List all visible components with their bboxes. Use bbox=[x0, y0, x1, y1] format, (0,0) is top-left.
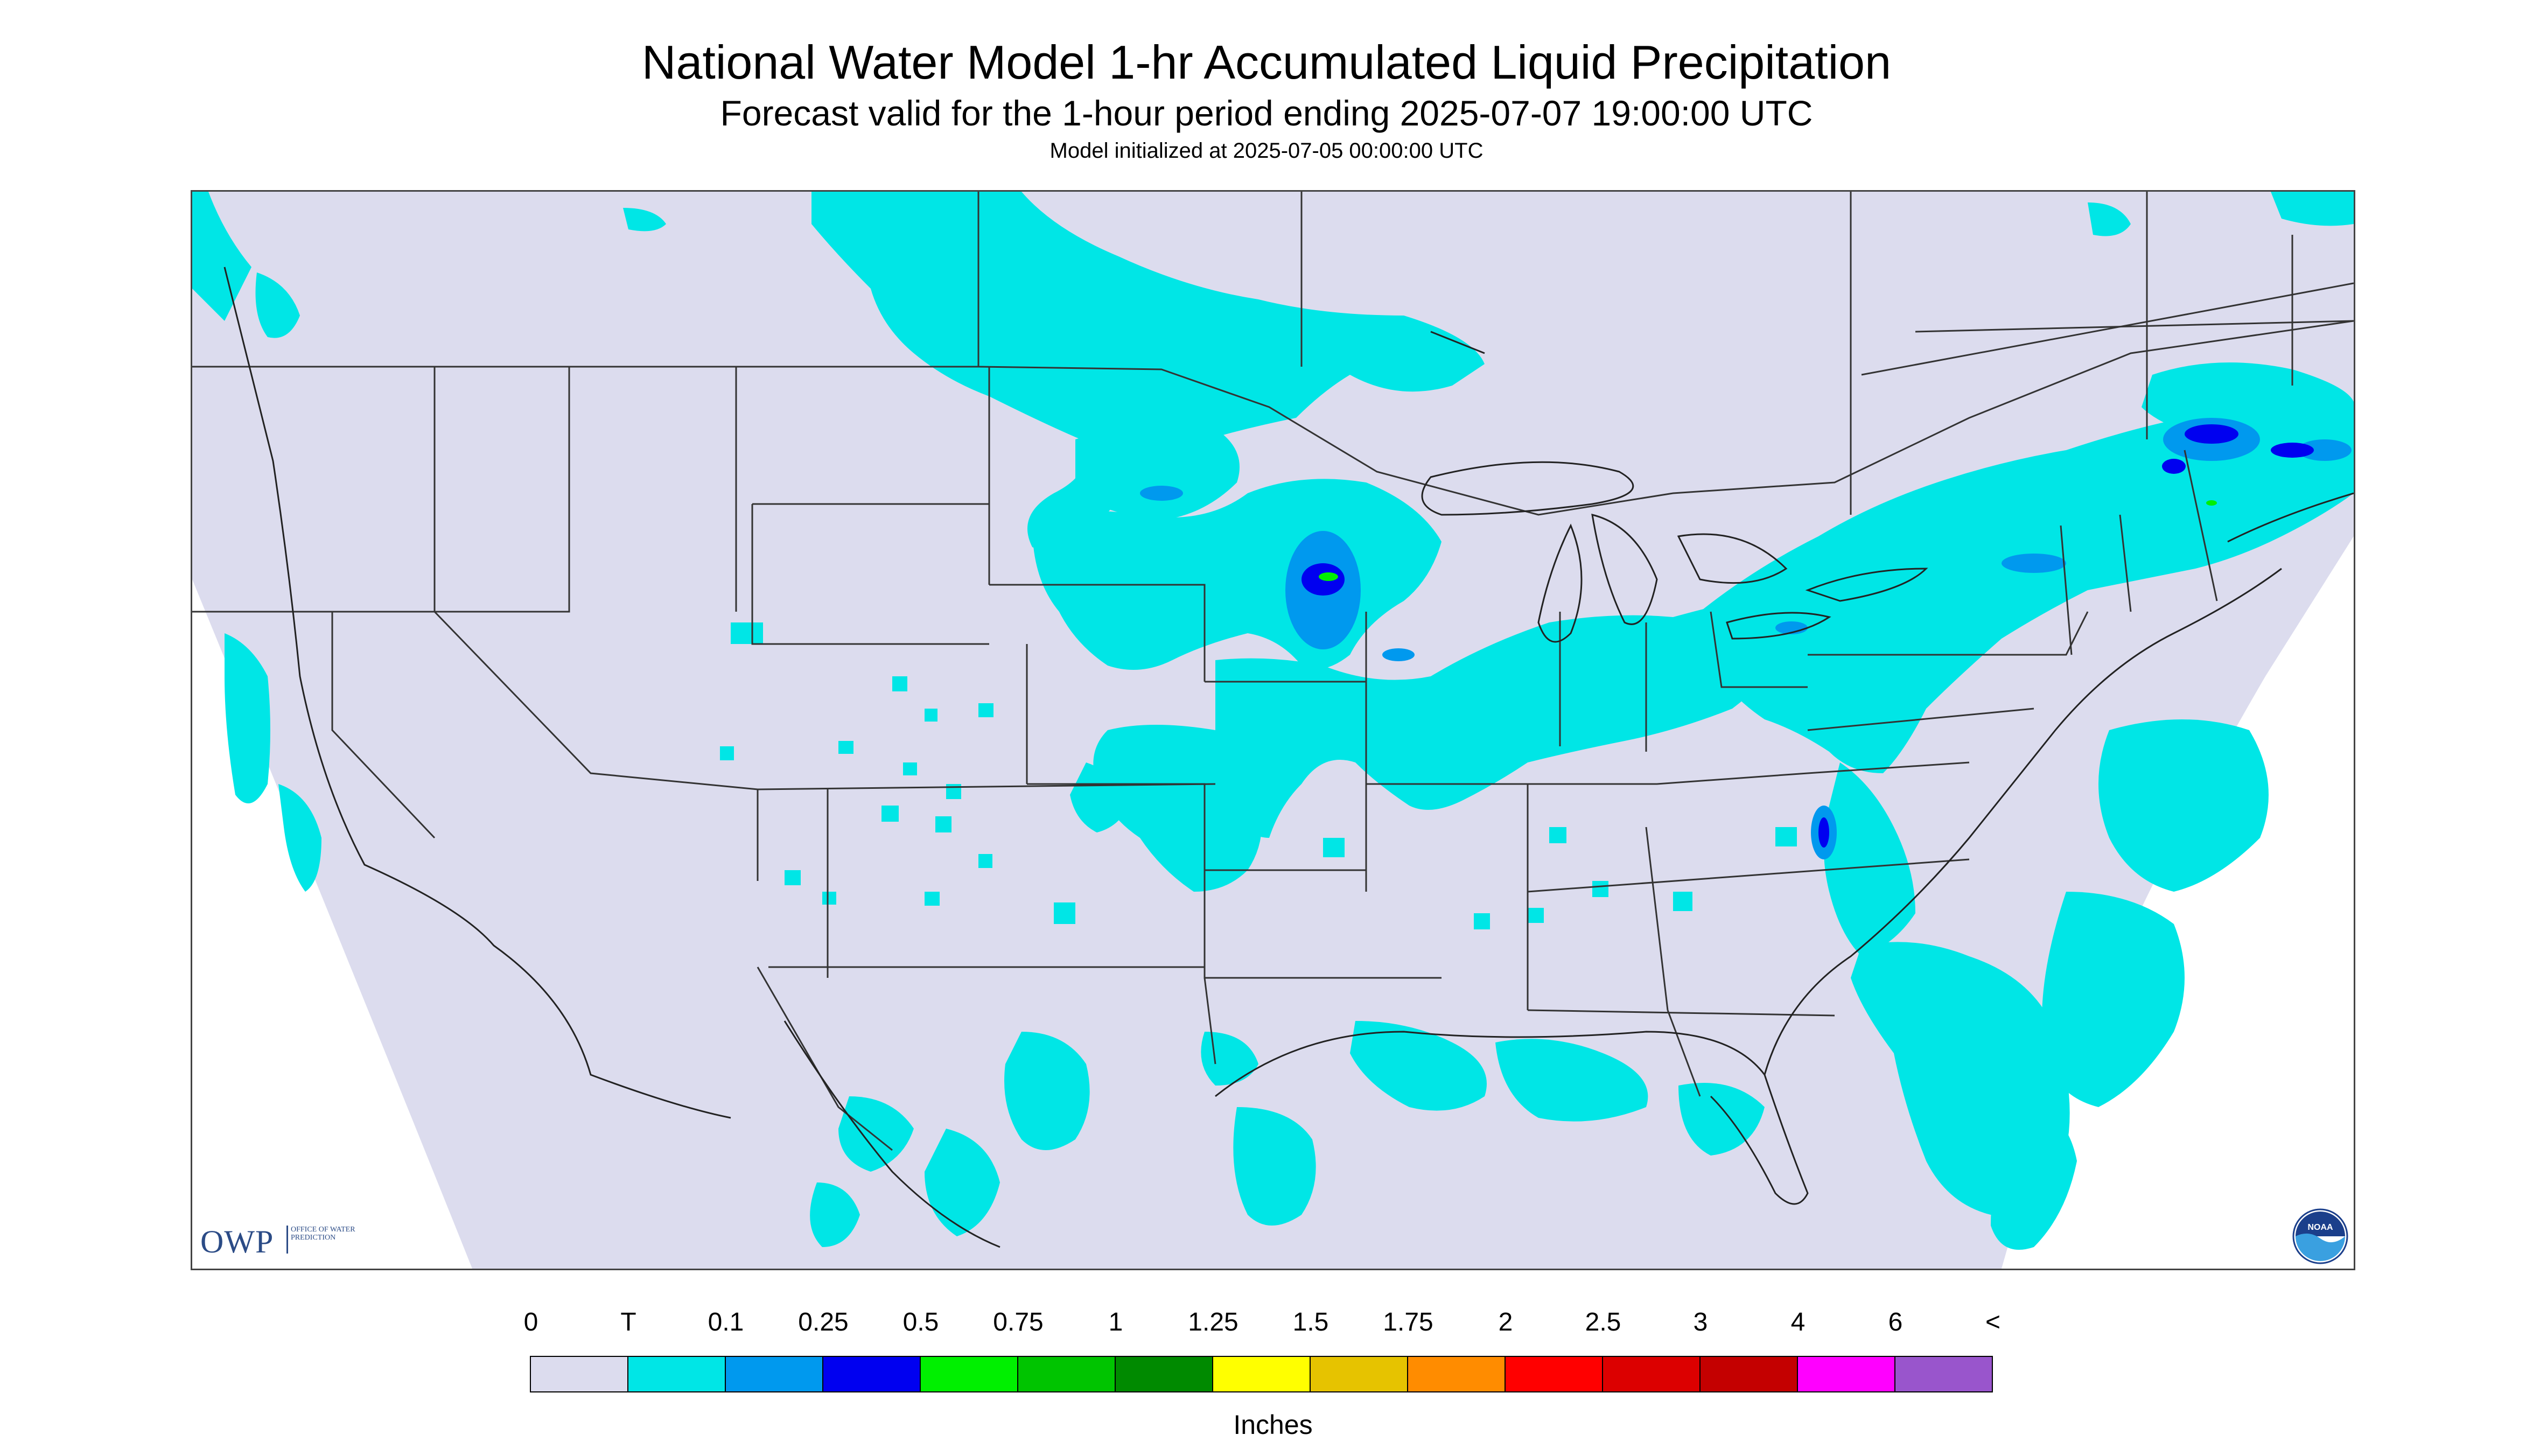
map-canvas bbox=[192, 192, 2354, 1269]
legend-tick-label: 1.75 bbox=[1383, 1308, 1433, 1336]
legend-tick-label: 3 bbox=[1693, 1308, 1708, 1336]
legend-color-bar bbox=[530, 1356, 1993, 1392]
owp-logo: OWP OFFICE OF WATER PREDICTION bbox=[200, 1221, 373, 1259]
model-initialized-text: Model initialized at 2025-07-05 00:00:00… bbox=[1049, 139, 1484, 163]
political-borders bbox=[192, 192, 2354, 1151]
legend-tick-label: 0.1 bbox=[708, 1308, 744, 1336]
owp-mark: OWP bbox=[200, 1224, 274, 1259]
legend-units: Inches bbox=[1233, 1410, 1313, 1440]
color-legend: 0 T 0.1 0.25 0.5 0.75 1 1.25 1.5 1.75 2 2.5 3 4 6 < Inc… bbox=[524, 1307, 2016, 1447]
legend-tick-label: < bbox=[1985, 1308, 2001, 1336]
noaa-logo: NOAA bbox=[2292, 1208, 2348, 1264]
legend-tick-label: T bbox=[620, 1308, 636, 1336]
legend-swatch bbox=[1212, 1356, 1311, 1392]
legend-swatch bbox=[1602, 1356, 1701, 1392]
legend-tick-label: 1.25 bbox=[1188, 1308, 1238, 1336]
legend-tick-label: 2 bbox=[1498, 1308, 1513, 1336]
legend-swatch bbox=[1894, 1356, 1993, 1392]
legend-swatch bbox=[822, 1356, 921, 1392]
legend-swatch bbox=[920, 1356, 1018, 1392]
legend-swatch bbox=[1115, 1356, 1213, 1392]
forecast-valid-subtitle: Forecast valid for the 1-hour period end… bbox=[720, 93, 1813, 133]
legend-tick-label: 6 bbox=[1888, 1308, 1903, 1336]
legend-swatch bbox=[1797, 1356, 1895, 1392]
noaa-label: NOAA bbox=[2307, 1223, 2333, 1232]
owp-divider bbox=[286, 1226, 288, 1254]
page-title: National Water Model 1-hr Accumulated Li… bbox=[641, 36, 1892, 89]
legend-tick-label: 0.5 bbox=[902, 1308, 939, 1336]
precip-heavy bbox=[1319, 500, 2217, 581]
legend-tick-label: 1 bbox=[1108, 1308, 1123, 1336]
legend-swatch bbox=[530, 1356, 628, 1392]
legend-tick-label: 1.5 bbox=[1292, 1308, 1329, 1336]
legend-swatch bbox=[627, 1356, 726, 1392]
legend-swatch bbox=[725, 1356, 823, 1392]
coastlines bbox=[223, 267, 2354, 1248]
legend-swatch bbox=[1310, 1356, 1408, 1392]
legend-tick-label: 0.75 bbox=[993, 1308, 1044, 1336]
legend-tick-label: 4 bbox=[1790, 1308, 1806, 1336]
legend-swatch bbox=[1017, 1356, 1116, 1392]
owp-text: OFFICE OF WATER PREDICTION bbox=[291, 1226, 355, 1242]
legend-tick-label: 0.25 bbox=[798, 1308, 849, 1336]
legend-swatch bbox=[1505, 1356, 1603, 1392]
legend-tick-label: 0 bbox=[523, 1308, 538, 1336]
legend-swatch bbox=[1407, 1356, 1506, 1392]
legend-swatch bbox=[1699, 1356, 1798, 1392]
precipitation-map bbox=[191, 190, 2355, 1270]
legend-tick-label: 2.5 bbox=[1585, 1308, 1621, 1336]
